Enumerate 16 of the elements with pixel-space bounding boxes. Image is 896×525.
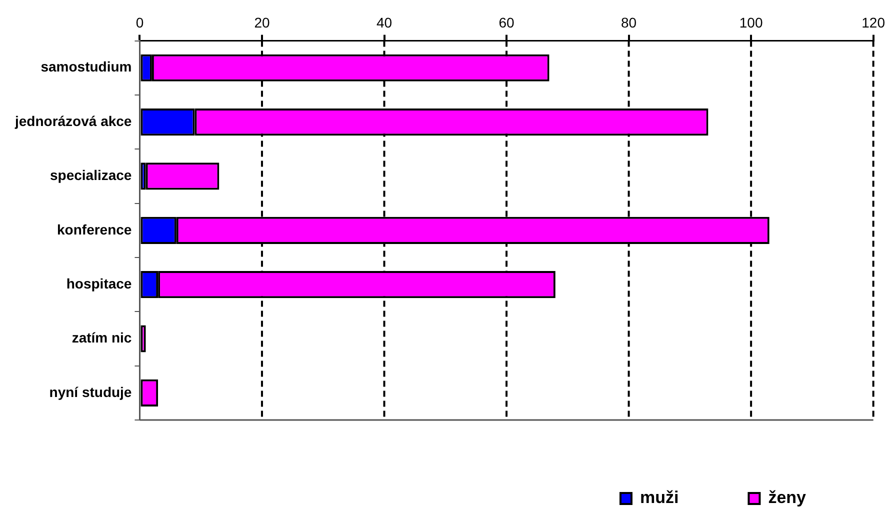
x-tick-label: 60: [498, 14, 515, 30]
x-tick-label: 80: [621, 14, 637, 30]
legend-label: ženy: [768, 488, 807, 508]
x-tick-label: 100: [739, 14, 763, 30]
y-tick-label: jednorázová akce: [14, 112, 132, 129]
x-tick-label: 40: [376, 14, 392, 30]
y-tick-label: zatím nic: [72, 330, 132, 346]
y-tick-label: konference: [57, 221, 132, 238]
y-tick-label: nyní studuje: [49, 384, 132, 400]
y-tick-label: specializace: [50, 167, 132, 184]
legend-label: muži: [640, 488, 679, 508]
x-tick-label: 20: [254, 14, 270, 30]
x-tick-label: 120: [862, 14, 886, 30]
y-tick-label: samostudium: [40, 58, 132, 75]
x-tick-label: 0: [136, 14, 144, 30]
y-tick-label: hospitace: [66, 275, 132, 292]
